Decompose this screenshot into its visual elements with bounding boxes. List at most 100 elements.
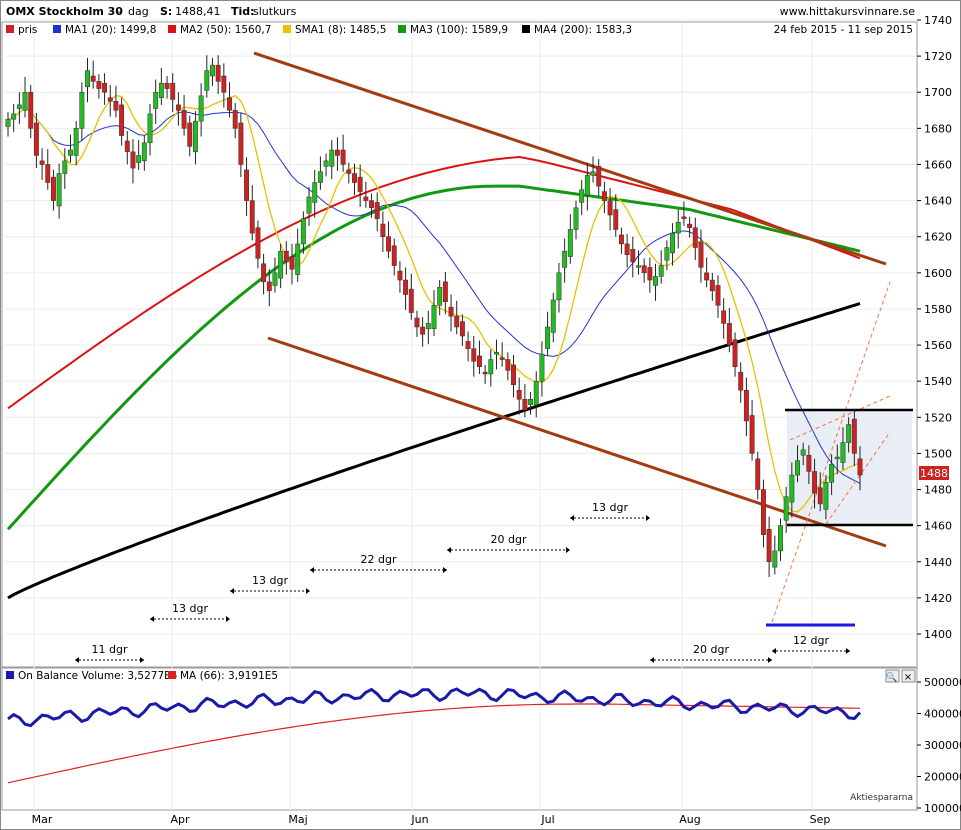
month-label: Jun	[410, 813, 428, 826]
candle-body	[397, 270, 403, 281]
candle-body	[448, 306, 454, 317]
candle-body	[545, 326, 551, 349]
trend-dash-3	[825, 431, 891, 525]
candle-body	[33, 122, 39, 156]
candle-body	[829, 463, 835, 483]
ma50-line	[7, 155, 861, 410]
legend-ma2: MA2 (50): 1560,7	[180, 24, 271, 36]
panel-tools[interactable]: 🔍 ×	[885, 669, 916, 683]
y-tick-label: 1420	[924, 592, 952, 605]
dgr-arrow-left	[650, 657, 654, 663]
y-tick-label: 1660	[924, 158, 952, 171]
candle-body	[283, 250, 289, 263]
candle-body	[153, 91, 159, 109]
candle-body	[522, 398, 528, 411]
dgr-arrow-right	[140, 657, 144, 663]
candle-body	[147, 113, 153, 144]
candle-body	[317, 171, 323, 183]
dgr-label: 11 dgr	[92, 643, 128, 656]
candle-body	[130, 151, 136, 169]
obv-y-tick-label: 500000	[924, 676, 961, 689]
legend-swatch-ma4	[522, 25, 530, 33]
candle-body	[158, 82, 164, 98]
dgr-label: 13 dgr	[172, 602, 208, 615]
candle-body	[357, 176, 363, 192]
candle-body	[369, 200, 374, 209]
candle-body	[414, 317, 420, 328]
candle-body	[11, 113, 17, 120]
candle-body	[227, 97, 232, 111]
candle-body	[329, 149, 335, 167]
close-panel-icon[interactable]	[901, 669, 916, 683]
candle-body	[306, 196, 312, 214]
candle-body	[170, 82, 176, 100]
candle-body	[352, 173, 357, 183]
y-tick-label: 1680	[924, 122, 952, 135]
month-label: Aug	[679, 813, 700, 826]
zoom-tool-icon[interactable]	[885, 669, 900, 683]
candle-body	[590, 171, 596, 176]
candle-body	[221, 75, 227, 93]
trend-dash-2	[789, 395, 891, 441]
candle-body	[772, 550, 778, 568]
y-tick-label: 1700	[924, 86, 952, 99]
candle-body	[380, 223, 386, 237]
y-tick-label: 1740	[924, 14, 952, 27]
candle-body	[806, 454, 812, 472]
candle-body	[454, 315, 460, 328]
symbol-title: OMX Stockholm 30	[6, 5, 123, 18]
candle-body	[459, 321, 465, 337]
last-price-tag-text: 1488	[920, 467, 948, 480]
legend-ma3: MA3 (100): 1589,9	[410, 24, 508, 36]
candle-body	[272, 272, 278, 286]
candle-body	[613, 209, 619, 230]
y-tick-label: 1480	[924, 484, 952, 497]
legend-swatch-obv-ma	[168, 671, 176, 679]
legend-ma1: MA1 (20): 1499,8	[65, 24, 156, 36]
candle-body	[62, 160, 68, 174]
candle-body	[681, 216, 687, 219]
candle-body	[743, 389, 749, 422]
y-tick-label: 1540	[924, 375, 952, 388]
candle-body	[90, 75, 96, 82]
candle-body	[562, 250, 568, 268]
candle-body	[675, 222, 681, 234]
candle-body	[85, 70, 90, 88]
dgr-arrow-left	[310, 567, 314, 573]
candle-body	[817, 487, 823, 505]
dgr-arrow-right	[646, 515, 650, 521]
candle-body	[539, 353, 545, 382]
candle-body	[340, 149, 346, 165]
candle-body	[641, 265, 647, 274]
candle-body	[442, 281, 448, 302]
candle-body	[760, 489, 766, 535]
candle-body	[851, 418, 857, 454]
candle-body	[437, 287, 443, 306]
candle-body	[482, 371, 488, 375]
day-count-annotations: 11 dgr 13 dgr 13 dgr 22 dgr 20 dgr 13 dgr 20 d…	[75, 501, 850, 663]
last-value: 1488,41	[175, 5, 221, 18]
legend-obv-ma: MA (66): 3,9191E5	[180, 670, 278, 682]
candle-body	[408, 288, 414, 313]
y-tick-label: 1620	[924, 231, 952, 244]
candle-body	[846, 424, 852, 443]
candle-body	[533, 380, 539, 405]
dgr-arrow-right	[306, 588, 310, 594]
legend-sma1: SMA1 (8): 1485,5	[295, 24, 386, 36]
candle-body	[726, 323, 732, 346]
date-range: 24 feb 2015 - 11 sep 2015	[774, 24, 913, 36]
site-name: www.hittakursvinnare.se	[780, 5, 916, 18]
dash: -	[117, 5, 121, 18]
candle-body	[687, 223, 693, 228]
zoom-glyph: 🔍	[886, 671, 897, 683]
candle-body	[778, 525, 783, 552]
obv-y-axis: 100000 200000 300000 400000 500000	[917, 676, 961, 815]
candle-body	[50, 176, 56, 201]
legend-swatch-price	[6, 25, 14, 33]
legend-swatch-ma1	[53, 25, 61, 33]
candle-body	[618, 234, 624, 245]
candle-body	[164, 82, 170, 89]
candle-body	[45, 164, 51, 183]
candle-body	[579, 189, 585, 203]
candle-body	[420, 326, 426, 335]
